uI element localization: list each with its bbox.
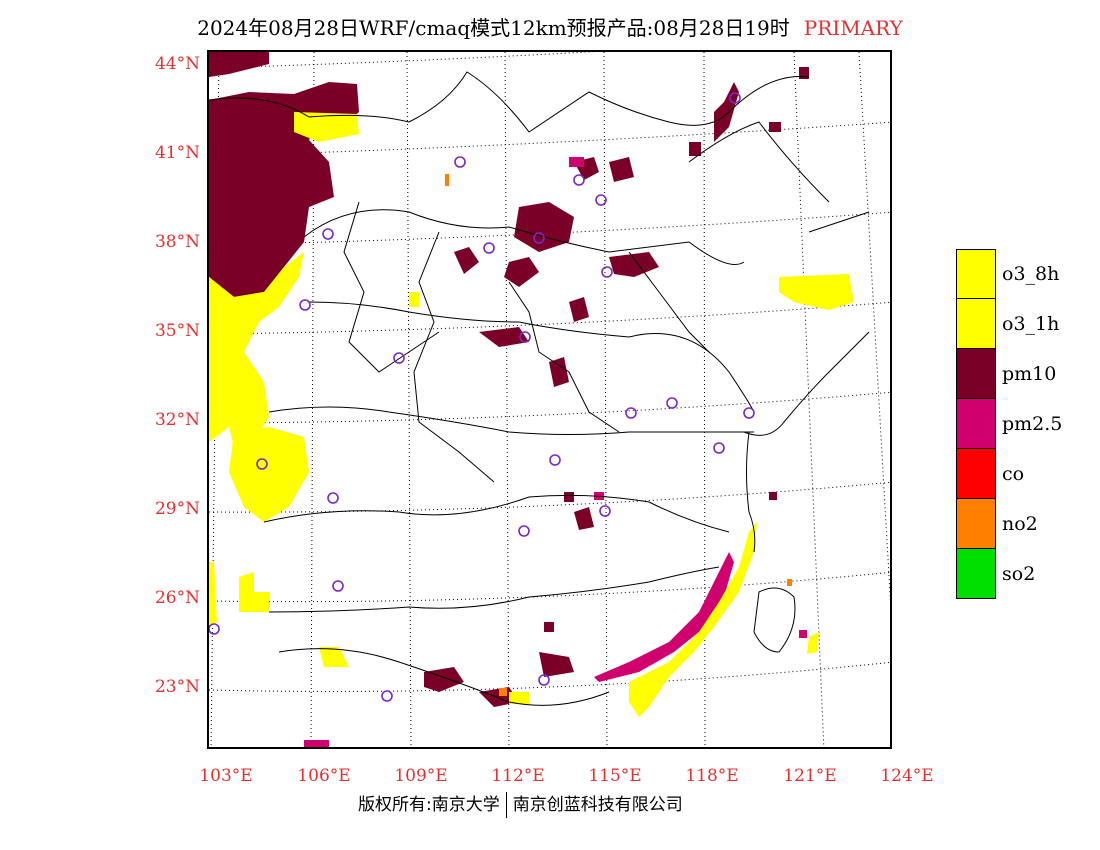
lat-label-35: 35°N [154,321,200,341]
copyright-footer: 版权所有:南京大学 南京创蓝科技有限公司 [358,790,683,818]
legend-label: o3_8h [1002,263,1060,285]
legend-item-o3-8h: o3_8h [956,249,1062,299]
lon-label-112: 112°E [491,766,545,786]
legend-item-so2: so2 [956,549,1062,599]
o3-region [209,112,854,717]
legend-item-pm10: pm10 [956,349,1062,399]
lat-label-26: 26°N [154,588,200,608]
map-canvas [209,52,890,747]
lon-label-109: 109°E [394,766,448,786]
legend-swatch [956,499,996,549]
lat-label-44: 44°N [154,54,200,74]
legend-label: pm10 [1002,363,1057,385]
legend-swatch [956,549,996,599]
footer-left: 版权所有:南京大学 [358,795,500,815]
lon-label-103: 103°E [199,766,253,786]
legend-label: o3_1h [1002,313,1060,335]
footer-divider [505,792,507,818]
legend-swatch [956,249,996,299]
lat-label-29: 29°N [154,499,200,519]
legend-item-pm25: pm2.5 [956,399,1062,449]
lon-label-118: 118°E [685,766,739,786]
legend-label: no2 [1002,513,1038,535]
legend-item-o3-1h: o3_1h [956,299,1062,349]
lon-label-106: 106°E [297,766,351,786]
legend-label: pm2.5 [1002,413,1063,435]
lat-label-41: 41°N [154,143,200,163]
lat-label-38: 38°N [154,232,200,252]
footer-right: 南京创蓝科技有限公司 [512,795,683,815]
legend-item-no2: no2 [956,499,1062,549]
lon-label-115: 115°E [588,766,642,786]
boundaries [209,71,870,706]
legend-swatch [956,299,996,349]
title-tag: PRIMARY [803,16,903,40]
lat-label-23: 23°N [154,677,200,697]
legend: o3_8h o3_1h pm10 pm2.5 co no2 so2 [956,249,1062,599]
map-panel [207,50,892,749]
legend-swatch [956,449,996,499]
station-markers [209,92,755,702]
legend-item-co: co [956,449,1062,499]
legend-swatch [956,349,996,399]
lon-label-121: 121°E [783,766,837,786]
no2-region [445,174,792,696]
legend-swatch [956,399,996,449]
pm10-region [209,52,809,707]
title-main: 2024年08月28日WRF/cmaq模式12km预报产品:08月28日19时 [197,16,790,40]
legend-label: co [1002,463,1025,485]
lat-label-32: 32°N [154,410,200,430]
lon-label-124: 124°E [880,766,934,786]
map-title: 2024年08月28日WRF/cmaq模式12km预报产品:08月28日19时 P… [0,12,1100,41]
legend-label: so2 [1002,563,1036,585]
